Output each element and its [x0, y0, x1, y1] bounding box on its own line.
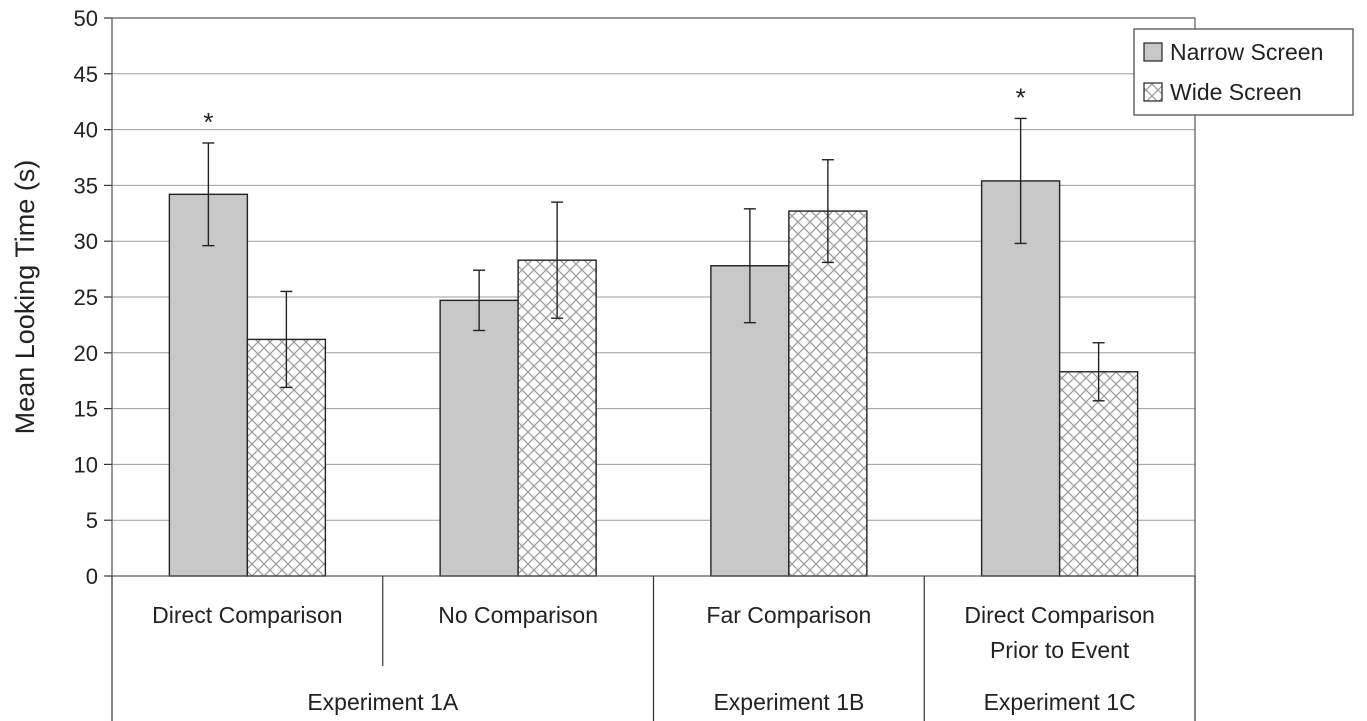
bar [439, 299, 519, 577]
x-tick-label: Far Comparison [706, 602, 871, 628]
legend: Narrow Screen Wide Screen [1133, 28, 1354, 116]
y-axis-title: Mean Looking Time (s) [10, 160, 40, 435]
y-tick-label: 40 [74, 118, 98, 143]
y-tick-label: 30 [74, 229, 98, 254]
group-label: Experiment 1A [307, 689, 459, 715]
legend-swatch [1143, 42, 1163, 62]
group-label: Experiment 1B [713, 689, 864, 715]
y-tick-label: 45 [74, 62, 98, 87]
bar [1058, 371, 1139, 577]
y-tick-label: 50 [74, 6, 98, 31]
label-layer: 0 5 10 15 20 25 30 35 40 45 50 Mean Looking Time (s… [10, 6, 1155, 715]
legend-swatch [1143, 82, 1163, 102]
group-label: Experiment 1C [984, 689, 1136, 715]
y-tick-label: 20 [74, 341, 98, 366]
y-tick-label: 5 [86, 508, 98, 533]
legend-label: Narrow Screen [1170, 39, 1323, 65]
legend-box [1133, 28, 1354, 116]
significance-marker: * [203, 107, 213, 137]
x-tick-label: Direct Comparison [964, 602, 1154, 628]
bar [788, 210, 868, 577]
legend-label: Wide Screen [1170, 79, 1302, 105]
bar-layer [168, 117, 1139, 577]
x-tick-label: Prior to Event [990, 637, 1130, 663]
y-tick-label: 15 [74, 397, 98, 422]
significance-marker: * [1016, 82, 1026, 112]
y-tick-label: 10 [74, 452, 98, 477]
bar [980, 180, 1061, 577]
bar [168, 193, 249, 577]
axis-layer [104, 17, 1196, 721]
x-tick-label: No Comparison [438, 602, 598, 628]
y-tick-label: 35 [74, 173, 98, 198]
x-tick-label: Direct Comparison [152, 602, 342, 628]
y-tick-label: 0 [86, 564, 98, 589]
y-tick-label: 25 [74, 285, 98, 310]
